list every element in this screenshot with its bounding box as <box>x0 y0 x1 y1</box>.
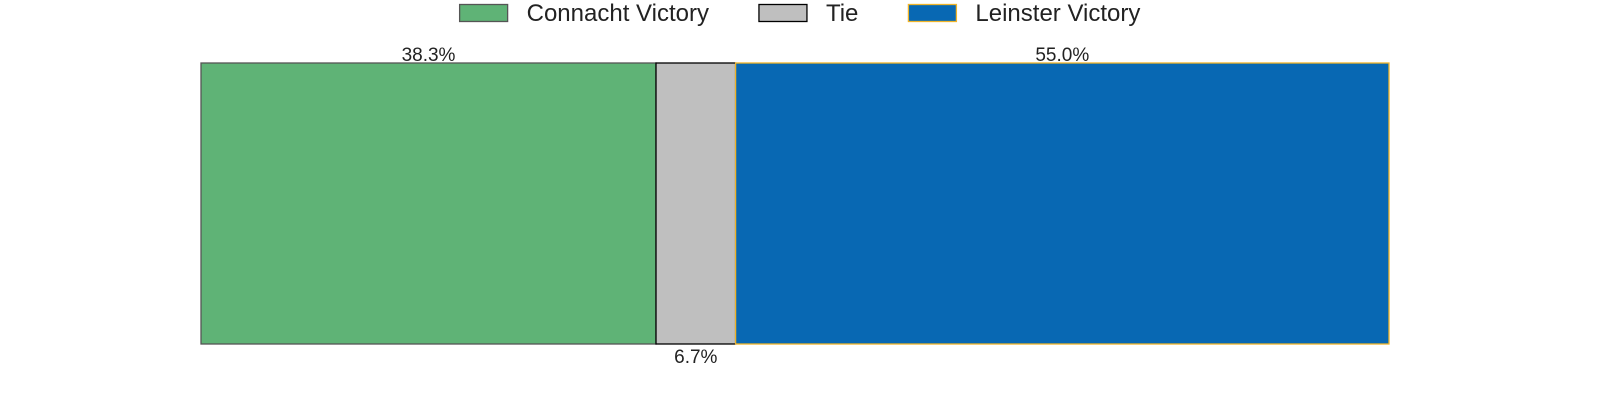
data-labels: 38.3% 6.7% 55.0% <box>402 45 1090 368</box>
legend-item-connacht-victory: Connacht Victory <box>458 0 709 27</box>
bar-leinster-victory <box>734 62 1390 345</box>
legend-item-leinster-victory: Leinster Victory <box>907 0 1140 27</box>
legend-swatch-connacht-victory <box>458 3 509 23</box>
legend-swatch-tie <box>758 3 808 23</box>
bar-tie <box>655 62 737 345</box>
bars <box>200 62 1390 345</box>
legend-label-connacht-victory: Connacht Victory <box>527 0 709 27</box>
legend-label-leinster-victory: Leinster Victory <box>975 0 1140 27</box>
bar-connacht-victory <box>200 62 657 345</box>
data-label-leinster-victory: 55.0% <box>1035 45 1089 66</box>
legend-item-tie: Tie <box>758 0 858 27</box>
legend: Connacht Victory Tie Leinster Victory <box>458 0 1140 27</box>
data-label-tie: 6.7% <box>674 347 717 368</box>
legend-swatch-leinster-victory <box>907 3 958 23</box>
data-label-connacht-victory: 38.3% <box>402 45 456 66</box>
legend-label-tie: Tie <box>826 0 858 27</box>
